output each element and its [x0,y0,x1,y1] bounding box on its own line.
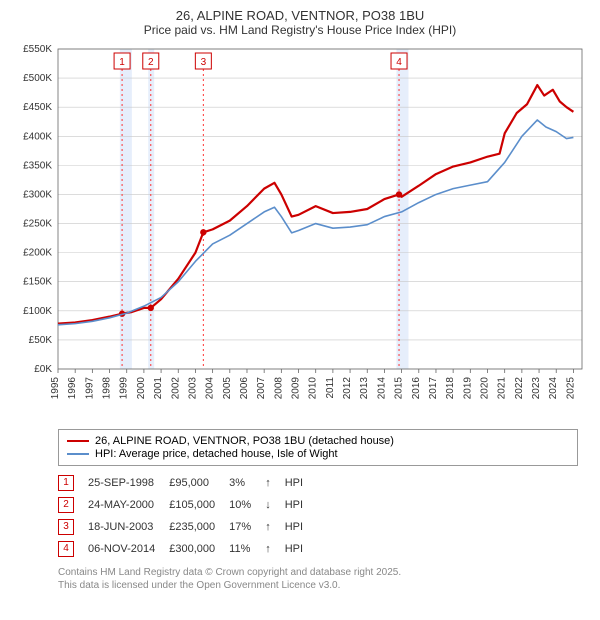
svg-text:£550K: £550K [23,44,52,55]
legend: 26, ALPINE ROAD, VENTNOR, PO38 1BU (deta… [58,429,578,466]
sale-pct: 3% [229,472,265,494]
svg-text:1: 1 [119,57,125,68]
svg-text:£50K: £50K [29,335,53,346]
svg-text:£250K: £250K [23,219,52,230]
svg-text:£300K: £300K [23,189,52,200]
svg-text:2009: 2009 [291,377,302,400]
chart-subtitle: Price paid vs. HM Land Registry's House … [8,23,592,37]
legend-label: HPI: Average price, detached house, Isle… [95,448,338,460]
svg-text:£450K: £450K [23,102,52,113]
svg-text:2004: 2004 [205,377,216,400]
legend-label: 26, ALPINE ROAD, VENTNOR, PO38 1BU (deta… [95,435,394,447]
svg-text:£200K: £200K [23,248,52,259]
svg-text:£0K: £0K [34,364,52,375]
svg-text:2: 2 [148,57,154,68]
table-row: 406-NOV-2014£300,00011%↑HPI [58,538,317,560]
table-row: 318-JUN-2003£235,00017%↑HPI [58,516,317,538]
chart-title: 26, ALPINE ROAD, VENTNOR, PO38 1BU [8,8,592,23]
svg-text:2018: 2018 [445,377,456,400]
sale-price: £105,000 [169,494,229,516]
svg-text:1998: 1998 [102,377,113,400]
svg-text:2017: 2017 [428,377,439,400]
svg-text:1999: 1999 [119,377,130,400]
sale-marker: 3 [58,516,88,538]
legend-swatch [67,440,89,442]
sale-date: 06-NOV-2014 [88,538,169,560]
svg-text:1996: 1996 [67,377,78,400]
svg-text:4: 4 [396,57,402,68]
legend-item: 26, ALPINE ROAD, VENTNOR, PO38 1BU (deta… [67,435,569,447]
svg-text:2021: 2021 [497,377,508,400]
svg-text:2010: 2010 [308,377,319,400]
sale-price: £235,000 [169,516,229,538]
sale-marker: 1 [58,472,88,494]
svg-text:1997: 1997 [84,377,95,400]
svg-text:1995: 1995 [50,377,61,400]
sale-date: 25-SEP-1998 [88,472,169,494]
footer-line-1: Contains HM Land Registry data © Crown c… [58,566,592,579]
sale-arrow: ↑ [265,472,285,494]
svg-text:2016: 2016 [411,377,422,400]
svg-text:2025: 2025 [565,377,576,400]
svg-text:£100K: £100K [23,306,52,317]
svg-text:2022: 2022 [514,377,525,400]
sale-suffix: HPI [285,516,317,538]
svg-text:2012: 2012 [342,377,353,400]
legend-item: HPI: Average price, detached house, Isle… [67,448,569,460]
sales-table: 125-SEP-1998£95,0003%↑HPI224-MAY-2000£10… [58,472,317,560]
svg-text:2007: 2007 [256,377,267,400]
footer-attribution: Contains HM Land Registry data © Crown c… [58,566,592,592]
chart-container: 26, ALPINE ROAD, VENTNOR, PO38 1BU Price… [0,0,600,596]
sale-price: £300,000 [169,538,229,560]
svg-text:2023: 2023 [531,377,542,400]
sale-arrow: ↑ [265,516,285,538]
svg-text:2011: 2011 [325,377,336,399]
svg-text:2005: 2005 [222,377,233,400]
sale-arrow: ↓ [265,494,285,516]
sale-date: 24-MAY-2000 [88,494,169,516]
table-row: 125-SEP-1998£95,0003%↑HPI [58,472,317,494]
svg-text:2015: 2015 [394,377,405,400]
sale-marker: 2 [58,494,88,516]
svg-text:2008: 2008 [273,377,284,400]
sale-marker: 4 [58,538,88,560]
svg-text:2014: 2014 [376,377,387,400]
svg-text:£150K: £150K [23,277,52,288]
table-row: 224-MAY-2000£105,00010%↓HPI [58,494,317,516]
svg-text:2019: 2019 [462,377,473,400]
sale-suffix: HPI [285,538,317,560]
svg-text:3: 3 [201,57,207,68]
svg-text:2001: 2001 [153,377,164,400]
svg-text:£400K: £400K [23,131,52,142]
svg-text:£500K: £500K [23,73,52,84]
sale-arrow: ↑ [265,538,285,560]
sale-pct: 10% [229,494,265,516]
svg-text:2003: 2003 [187,377,198,400]
legend-swatch [67,453,89,455]
line-chart: £0K £50K £100K £150K £200K £250K £300K £350K £40… [8,43,592,423]
sale-pct: 11% [229,538,265,560]
svg-text:£350K: £350K [23,160,52,171]
footer-line-2: This data is licensed under the Open Gov… [58,579,592,592]
svg-text:2006: 2006 [239,377,250,400]
svg-text:2020: 2020 [480,377,491,400]
sale-date: 18-JUN-2003 [88,516,169,538]
svg-text:2013: 2013 [359,377,370,400]
svg-text:2000: 2000 [136,377,147,400]
sale-suffix: HPI [285,494,317,516]
svg-text:2002: 2002 [170,377,181,400]
chart-area: £0K £50K £100K £150K £200K £250K £300K £350K £40… [8,43,592,423]
sale-pct: 17% [229,516,265,538]
svg-text:2024: 2024 [548,377,559,400]
sale-price: £95,000 [169,472,229,494]
sale-suffix: HPI [285,472,317,494]
